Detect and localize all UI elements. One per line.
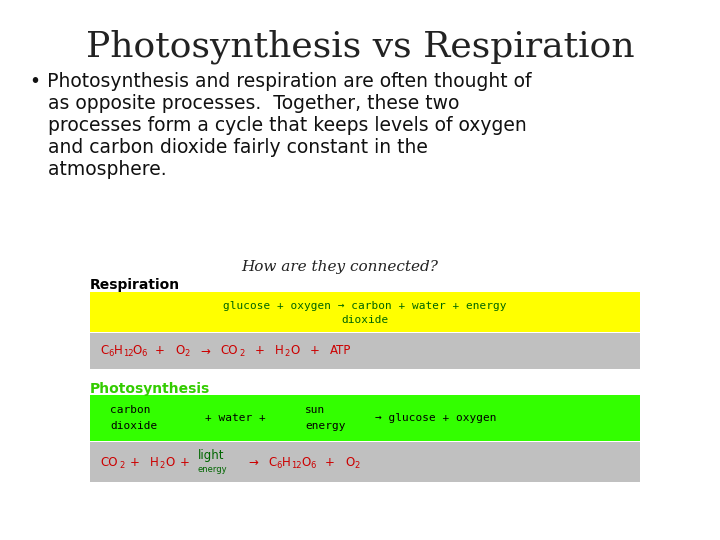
Text: 2: 2 xyxy=(159,461,164,469)
Text: processes form a cycle that keeps levels of oxygen: processes form a cycle that keeps levels… xyxy=(30,116,527,135)
Text: →: → xyxy=(248,456,258,469)
Text: O: O xyxy=(345,456,354,469)
Text: →: → xyxy=(200,345,210,357)
Text: H: H xyxy=(150,456,158,469)
Text: and carbon dioxide fairly constant in the: and carbon dioxide fairly constant in th… xyxy=(30,138,428,157)
Text: • Photosynthesis and respiration are often thought of: • Photosynthesis and respiration are oft… xyxy=(30,72,531,91)
Text: energy: energy xyxy=(198,465,228,475)
Text: + water +: + water + xyxy=(205,413,266,423)
Text: 6: 6 xyxy=(141,349,146,359)
Text: O: O xyxy=(165,456,174,469)
Text: 2: 2 xyxy=(119,461,125,469)
Text: 2: 2 xyxy=(354,461,359,469)
Text: O: O xyxy=(175,345,184,357)
Text: C: C xyxy=(100,345,108,357)
Text: glucose + oxygen → carbon + water + energy: glucose + oxygen → carbon + water + ener… xyxy=(223,301,507,311)
Text: 2: 2 xyxy=(239,349,244,359)
Text: H: H xyxy=(114,345,122,357)
Text: dioxide: dioxide xyxy=(341,315,389,325)
Text: as opposite processes.  Together, these two: as opposite processes. Together, these t… xyxy=(30,94,459,113)
Text: +: + xyxy=(180,456,190,469)
Bar xyxy=(90,442,640,482)
Bar xyxy=(90,292,640,332)
Bar xyxy=(90,395,640,441)
Text: 6: 6 xyxy=(276,461,282,469)
Text: +: + xyxy=(130,456,140,469)
Text: energy: energy xyxy=(305,421,346,431)
Text: H: H xyxy=(282,456,291,469)
Bar xyxy=(90,333,640,369)
Text: 12: 12 xyxy=(123,349,133,359)
Text: carbon: carbon xyxy=(110,405,150,415)
Text: +: + xyxy=(255,345,265,357)
Text: O: O xyxy=(301,456,310,469)
Text: sun: sun xyxy=(305,405,325,415)
Text: 2: 2 xyxy=(284,349,289,359)
Text: 12: 12 xyxy=(291,461,302,469)
Text: atmosphere.: atmosphere. xyxy=(30,160,166,179)
Text: CO: CO xyxy=(100,456,117,469)
Text: Photosynthesis: Photosynthesis xyxy=(90,382,210,396)
Text: light: light xyxy=(198,449,225,462)
Text: CO: CO xyxy=(220,345,238,357)
Text: +: + xyxy=(155,345,165,357)
Text: dioxide: dioxide xyxy=(110,421,157,431)
Text: O: O xyxy=(132,345,141,357)
Text: 6: 6 xyxy=(108,349,113,359)
Text: Respiration: Respiration xyxy=(90,278,180,292)
Text: 6: 6 xyxy=(310,461,315,469)
Text: O: O xyxy=(290,345,300,357)
Text: +: + xyxy=(325,456,335,469)
Text: → glucose + oxygen: → glucose + oxygen xyxy=(375,413,497,423)
Text: 2: 2 xyxy=(184,349,189,359)
Text: C: C xyxy=(268,456,276,469)
Text: ATP: ATP xyxy=(330,345,351,357)
Text: +: + xyxy=(310,345,320,357)
Text: Photosynthesis vs Respiration: Photosynthesis vs Respiration xyxy=(86,30,634,64)
Text: How are they connected?: How are they connected? xyxy=(242,260,438,274)
Text: H: H xyxy=(275,345,284,357)
